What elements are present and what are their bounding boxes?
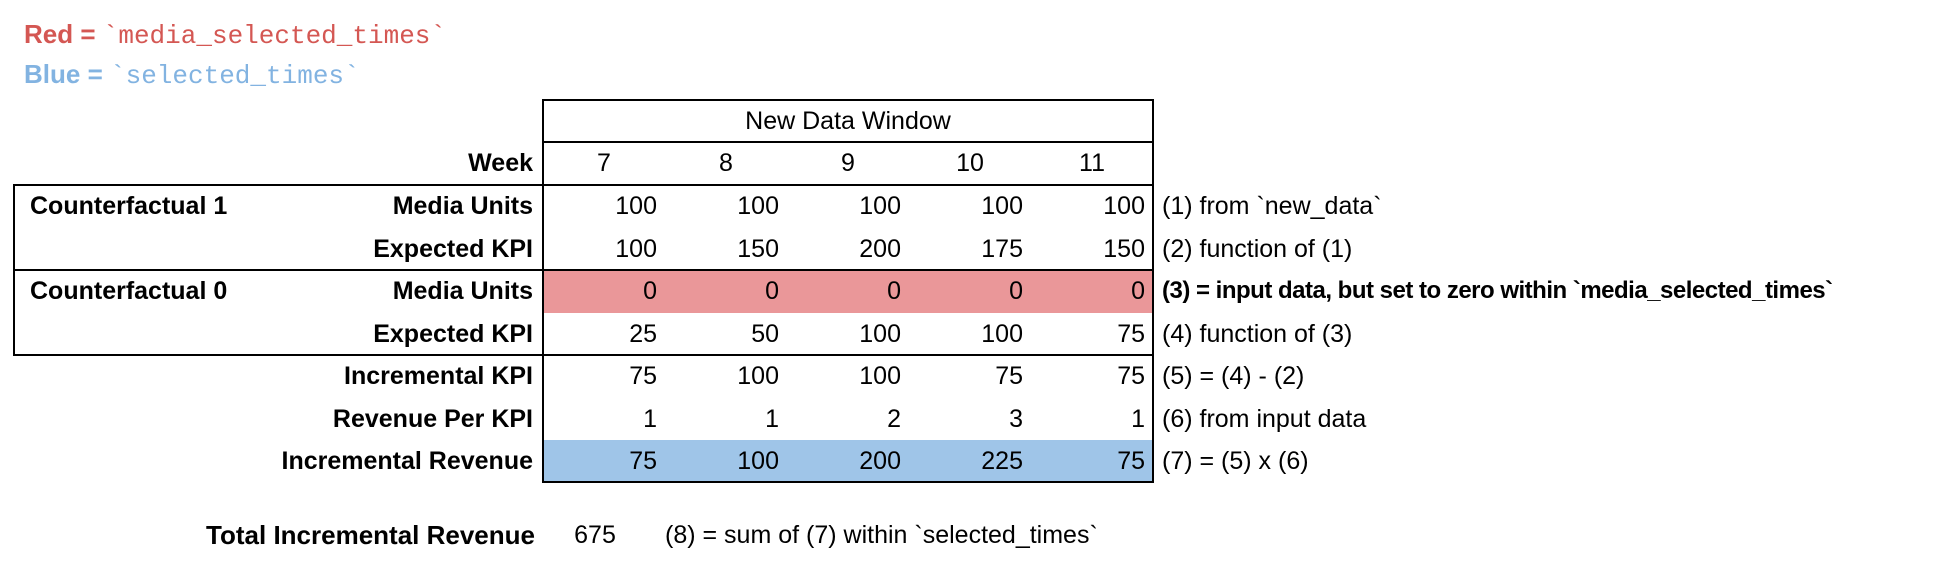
legend-red-code: `media_selected_times` xyxy=(102,21,447,51)
data-cell: 0 xyxy=(765,277,779,305)
table-row: Counterfactual 1 Media Units 100 100 100… xyxy=(0,185,1960,228)
data-cell: 200 xyxy=(859,447,901,475)
data-cell: 75 xyxy=(629,447,657,475)
row-label: Incremental KPI xyxy=(344,362,533,390)
data-cell: 50 xyxy=(751,319,779,348)
week-column-header: 7 xyxy=(597,149,611,177)
data-cell: 0 xyxy=(1131,277,1145,305)
table-border-under-window-header xyxy=(542,141,1154,143)
data-cell: 75 xyxy=(1117,319,1145,348)
table-row: Incremental KPI 75 100 100 75 75 (5) = (… xyxy=(0,355,1960,398)
data-cell: 100 xyxy=(981,192,1023,220)
data-cell: 0 xyxy=(887,277,901,305)
legend: Red = `media_selected_times` Blue = `sel… xyxy=(24,14,446,94)
week-header-row: Week 7 8 9 10 11 xyxy=(0,142,1960,185)
row-annotation: (6) from input data xyxy=(1162,404,1367,433)
new-data-window-header: New Data Window xyxy=(745,107,951,135)
data-cell: 75 xyxy=(1117,447,1145,475)
row-label: Expected KPI xyxy=(373,319,533,348)
week-label: Week xyxy=(468,149,533,177)
table-border-top xyxy=(542,99,1154,101)
row-cells: 100 100 100 100 100 xyxy=(543,185,1153,228)
data-cell: 75 xyxy=(995,362,1023,390)
data-cell: 200 xyxy=(859,234,901,263)
table-border-bottom xyxy=(542,481,1154,483)
data-cell: 100 xyxy=(859,319,901,348)
data-cell: 100 xyxy=(859,362,901,390)
group-label-counterfactual-0: Counterfactual 0 xyxy=(30,277,228,305)
data-cell: 100 xyxy=(737,192,779,220)
data-cell: 100 xyxy=(1103,192,1145,220)
table-row-highlight-red: Counterfactual 0 Media Units 0 0 0 0 0 (… xyxy=(0,270,1960,313)
row-annotation: (7) = (5) x (6) xyxy=(1162,447,1309,475)
week-cells: 7 8 9 10 11 xyxy=(543,142,1153,185)
data-cell: 100 xyxy=(859,192,901,220)
data-cell: 75 xyxy=(629,362,657,390)
data-cell: 1 xyxy=(643,404,657,433)
total-label: Total Incremental Revenue xyxy=(206,520,535,550)
week-column-header: 8 xyxy=(719,149,733,177)
data-cell: 25 xyxy=(629,319,657,348)
data-cell: 100 xyxy=(737,362,779,390)
data-cell: 100 xyxy=(981,319,1023,348)
row-annotation: (4) function of (3) xyxy=(1162,319,1353,348)
data-cell: 100 xyxy=(737,447,779,475)
data-cell: 100 xyxy=(615,192,657,220)
data-cell: 1 xyxy=(1131,404,1145,433)
total-value: 675 xyxy=(574,521,616,549)
table-border-between-counterfactuals xyxy=(13,269,1154,271)
legend-red-line: Red = `media_selected_times` xyxy=(24,14,446,54)
row-label: Incremental Revenue xyxy=(281,447,534,475)
group-label-counterfactual-1: Counterfactual 1 xyxy=(30,192,228,220)
row-cells: 25 50 100 100 75 xyxy=(543,313,1153,356)
week-column-header: 9 xyxy=(841,149,855,177)
data-cell: 3 xyxy=(1009,404,1023,433)
row-label: Media Units xyxy=(392,192,533,220)
table-border-under-week-row xyxy=(13,184,1154,186)
row-label: Media Units xyxy=(392,277,533,305)
row-annotation: (5) = (4) - (2) xyxy=(1162,362,1305,390)
row-cells: 100 150 200 175 150 xyxy=(543,228,1153,271)
table-body: Counterfactual 1 Media Units 100 100 100… xyxy=(0,185,1960,483)
row-cells: 75 100 100 75 75 xyxy=(543,355,1153,398)
row-annotation: (1) from `new_data` xyxy=(1162,192,1382,220)
data-cell: 150 xyxy=(1103,234,1145,263)
table-row-highlight-blue: Incremental Revenue 75 100 200 225 75 (7… xyxy=(0,440,1960,483)
table-row: Expected KPI 25 50 100 100 75 (4) functi… xyxy=(0,313,1960,356)
data-cell: 0 xyxy=(1009,277,1023,305)
row-cells-red-highlight: 0 0 0 0 0 xyxy=(543,270,1153,313)
total-row: Total Incremental Revenue 675 (8) = sum … xyxy=(0,516,1960,554)
data-cell: 175 xyxy=(981,234,1023,263)
table-row: Expected KPI 100 150 200 175 150 (2) fun… xyxy=(0,228,1960,271)
data-cell: 2 xyxy=(887,404,901,433)
table-border-under-counterfactual-0 xyxy=(13,354,1154,356)
data-cell: 150 xyxy=(737,234,779,263)
data-cell: 100 xyxy=(615,234,657,263)
row-annotation: (3) = input data, but set to zero within… xyxy=(1162,277,1833,304)
data-cell: 1 xyxy=(765,404,779,433)
row-label: Revenue Per KPI xyxy=(332,404,533,433)
data-cell: 0 xyxy=(643,277,657,305)
data-cell: 225 xyxy=(981,447,1023,475)
data-cell: 75 xyxy=(1117,362,1145,390)
row-label: Expected KPI xyxy=(373,234,533,263)
legend-blue-label: Blue = xyxy=(24,59,110,89)
data-area-right-border xyxy=(1152,99,1154,483)
legend-blue-code: `selected_times` xyxy=(109,61,360,91)
week-column-header: 10 xyxy=(956,149,984,177)
data-area-left-border xyxy=(542,99,544,483)
legend-blue-line: Blue = `selected_times` xyxy=(24,54,446,94)
table-row: Revenue Per KPI 1 1 2 3 1 (6) from input… xyxy=(0,398,1960,441)
row-cells-blue-highlight: 75 100 200 225 75 xyxy=(543,440,1153,483)
label-box-left-border xyxy=(13,184,15,356)
total-annotation: (8) = sum of (7) within `selected_times` xyxy=(665,521,1098,549)
row-annotation: (2) function of (1) xyxy=(1162,234,1353,263)
week-column-header: 11 xyxy=(1079,149,1105,177)
row-cells: 1 1 2 3 1 xyxy=(543,398,1153,441)
legend-red-label: Red = xyxy=(24,19,103,49)
